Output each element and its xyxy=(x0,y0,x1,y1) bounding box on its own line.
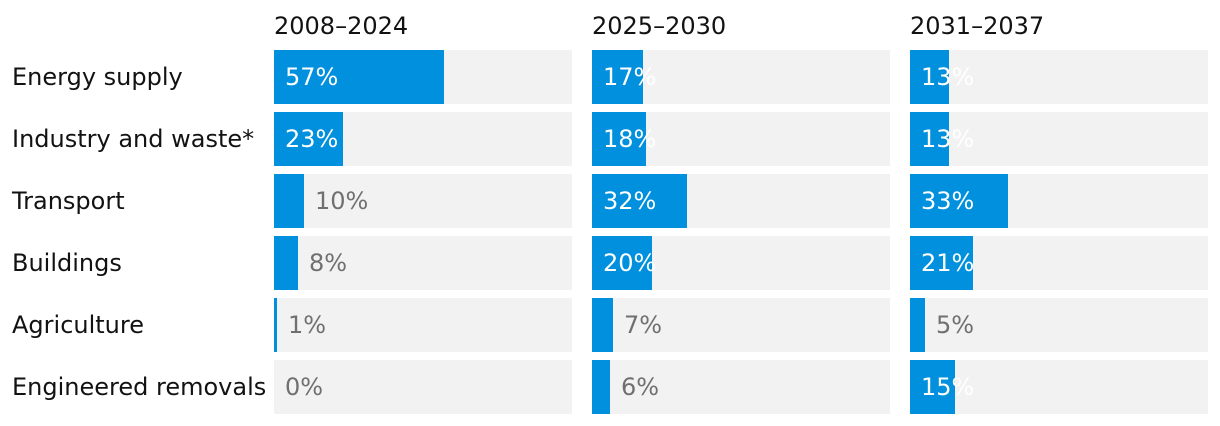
bar-track xyxy=(910,360,1208,414)
bar-track xyxy=(274,236,572,290)
data-label: 15% xyxy=(921,373,974,401)
category-label: Engineered removals xyxy=(12,373,266,401)
bar xyxy=(274,298,277,352)
data-label: 13% xyxy=(921,125,974,153)
data-label: 8% xyxy=(309,249,347,277)
bar xyxy=(592,50,643,104)
panel-title: 2031–2037 xyxy=(910,12,1044,40)
bar-track xyxy=(592,298,890,352)
panel-title: 2025–2030 xyxy=(592,12,726,40)
data-label: 0% xyxy=(285,373,323,401)
category-label: Energy supply xyxy=(12,63,183,91)
data-label: 7% xyxy=(624,311,662,339)
bar-track xyxy=(910,50,1208,104)
bar xyxy=(910,112,949,166)
data-label: 10% xyxy=(315,187,368,215)
panel-title: 2008–2024 xyxy=(274,12,408,40)
bar-track xyxy=(592,360,890,414)
bar xyxy=(592,298,613,352)
category-label: Buildings xyxy=(12,249,122,277)
bar xyxy=(910,50,949,104)
bar xyxy=(274,50,444,104)
bar xyxy=(592,112,646,166)
data-label: 17% xyxy=(603,63,656,91)
data-label: 13% xyxy=(921,63,974,91)
bar-track xyxy=(910,112,1208,166)
bar xyxy=(910,174,1008,228)
bar-track xyxy=(274,174,572,228)
data-label: 33% xyxy=(921,187,974,215)
bar xyxy=(592,236,652,290)
bar xyxy=(274,236,298,290)
bar xyxy=(910,236,973,290)
bar xyxy=(910,298,925,352)
bar xyxy=(274,112,343,166)
category-label: Industry and waste* xyxy=(12,125,254,153)
data-label: 57% xyxy=(285,63,338,91)
data-label: 1% xyxy=(288,311,326,339)
category-label: Transport xyxy=(11,187,125,215)
bar xyxy=(274,174,304,228)
data-label: 32% xyxy=(603,187,656,215)
data-label: 5% xyxy=(936,311,974,339)
data-label: 20% xyxy=(603,249,656,277)
bar xyxy=(910,360,955,414)
bar-track xyxy=(910,298,1208,352)
bar xyxy=(592,360,610,414)
data-label: 21% xyxy=(921,249,974,277)
data-label: 18% xyxy=(603,125,656,153)
bar xyxy=(592,174,687,228)
bar-track xyxy=(274,360,572,414)
data-label: 6% xyxy=(621,373,659,401)
data-label: 23% xyxy=(285,125,338,153)
bar-track xyxy=(274,298,572,352)
category-label: Agriculture xyxy=(12,311,144,339)
